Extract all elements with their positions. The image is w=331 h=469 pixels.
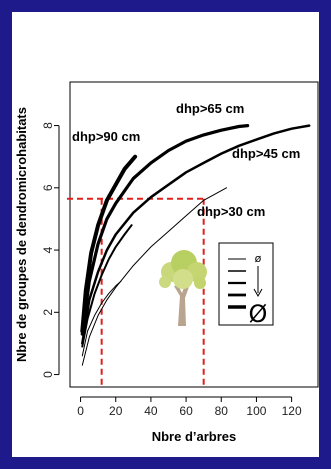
x-tick-label: 120 <box>282 404 302 418</box>
series-line-4 <box>80 124 250 336</box>
x-tick-label: 100 <box>246 404 266 418</box>
series-label: dhp>30 cm <box>197 204 265 219</box>
plot-box <box>69 81 319 388</box>
series-line-1 <box>81 280 122 357</box>
x-tick-label: 40 <box>144 404 158 418</box>
plot-area: 0 20 40 60 80 100 120 0 2 4 6 8 Nbre d’arbres Nbre de… <box>14 81 319 444</box>
legend-lines <box>228 258 246 309</box>
y-tick-label: 8 <box>41 122 55 129</box>
x-axis-label: Nbre d’arbres <box>152 429 237 444</box>
y-tick-label: 4 <box>41 246 55 253</box>
legend: ø Ø <box>218 242 274 328</box>
y-tick-label: 6 <box>41 184 55 191</box>
series-line-2 <box>81 224 133 348</box>
legend-small-diameter: ø <box>255 252 262 265</box>
series-label: dhp>90 cm <box>72 129 140 144</box>
y-axis-label: Nbre de groupes de dendromicrohabitats <box>14 107 29 362</box>
x-tick-label: 0 <box>77 404 84 418</box>
tree-illustration <box>159 250 207 326</box>
legend-large-diameter: Ø <box>249 300 268 328</box>
series-layer: dhp>30 cm dhp>45 cm dhp>65 cm dhp>90 cm <box>72 101 311 366</box>
series-line-3 <box>81 124 311 345</box>
series-line-0 <box>81 187 227 366</box>
y-tick-label: 2 <box>41 309 55 316</box>
series-label: dhp>65 cm <box>176 101 244 116</box>
x-tick-label: 60 <box>179 404 193 418</box>
series-line-5 <box>80 154 138 333</box>
series-label: dhp>45 cm <box>232 146 300 161</box>
x-tick-label: 80 <box>215 404 229 418</box>
y-tick-label: 0 <box>41 371 55 378</box>
x-tick-label: 20 <box>109 404 123 418</box>
legend-arrowhead <box>253 288 263 298</box>
